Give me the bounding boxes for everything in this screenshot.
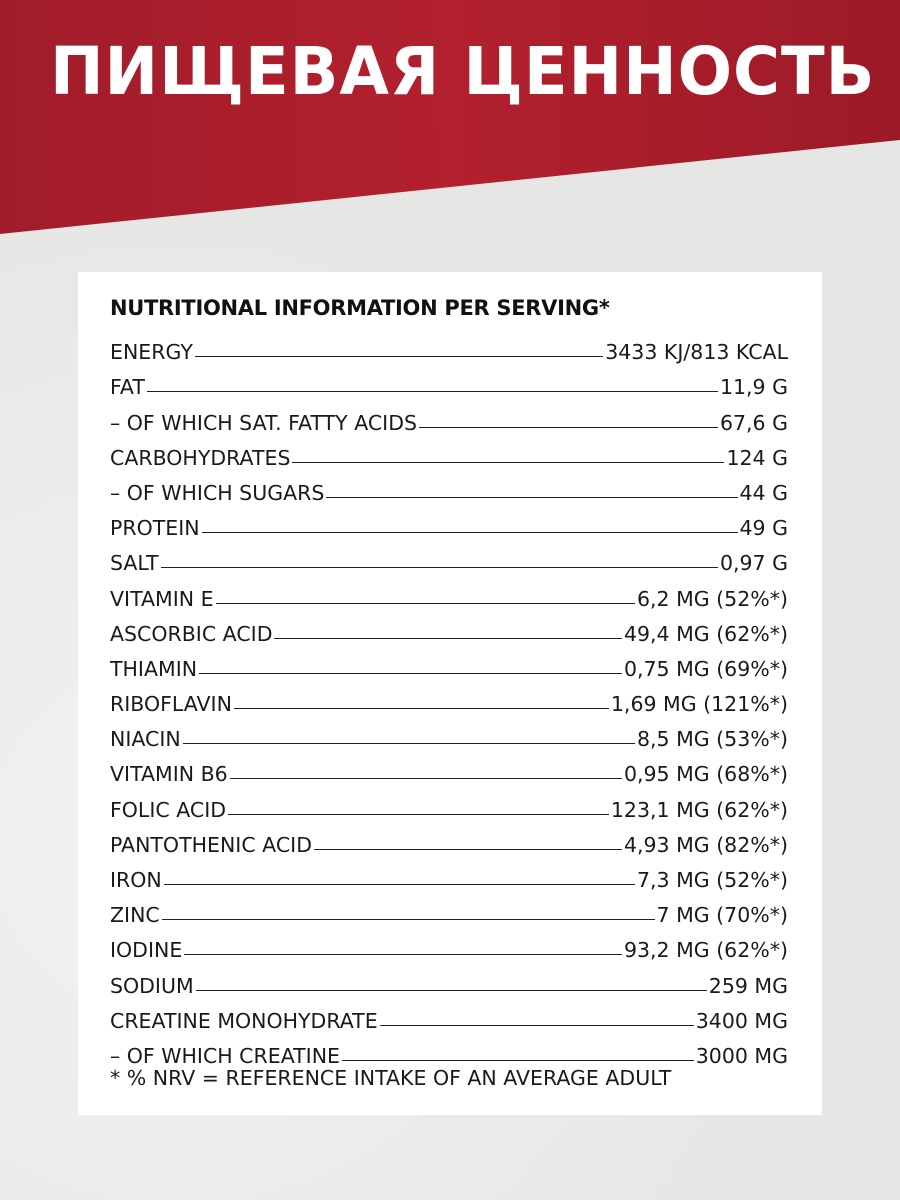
nutrient-label: FAT — [110, 375, 145, 400]
nutrient-value: 4,93 MG (82%*) — [623, 832, 788, 857]
nutrient-value: 93,2 MG (62%*) — [623, 938, 788, 963]
nutrient-value: 0,97 G — [719, 551, 788, 576]
nutrition-rows: ENERGY 3433 KJ/813 KCAL FAT 11,9 G – OF WHIC… — [110, 329, 788, 1068]
nutrient-value: 259 MG — [708, 973, 788, 998]
nutrition-row: SALT 0,97 G — [110, 540, 788, 575]
nutrition-row: RIBOFLAVIN 1,69 MG (121%*) — [110, 681, 788, 716]
nutrient-value: 7,3 MG (52%*) — [636, 868, 788, 892]
leader-line — [163, 884, 635, 885]
nutrition-heading: NUTRITIONAL INFORMATION PER SERVING* — [110, 296, 610, 320]
nutrition-row: ENERGY 3433 KJ/813 KCAL — [110, 329, 788, 364]
nutrition-row: – OF WHICH SAT. FATTY ACIDS 67,6 G — [110, 399, 788, 435]
nutrition-row: – OF WHICH CREATINE 3000 MG — [110, 1033, 788, 1068]
nutrition-row: – OF WHICH SUGARS 44 G — [110, 470, 788, 505]
nutrient-value: 3400 MG — [695, 1008, 788, 1033]
nutrition-row: ASCORBIC ACID 49,4 MG (62%*) — [110, 611, 788, 646]
nutrition-row: VITAMIN E 6,2 MG (52%*) — [110, 575, 788, 611]
nutrient-label: RIBOFLAVIN — [110, 692, 232, 717]
leader-line — [292, 461, 725, 463]
leader-line — [201, 532, 738, 534]
nutrient-value: 8,5 MG (53%*) — [636, 727, 788, 752]
leader-line — [313, 848, 622, 850]
nutrition-row: CREATINE MONOHYDRATE 3400 MG — [110, 998, 788, 1033]
nutrient-label: ENERGY — [110, 340, 193, 365]
nutrient-label: IRON — [110, 868, 162, 892]
leader-line — [195, 989, 707, 991]
nutrient-label: SALT — [110, 551, 159, 576]
nutrient-value: 6,2 MG (52%*) — [636, 586, 788, 611]
leader-line — [228, 813, 609, 815]
nutrition-row: IRON 7,3 MG (52%*) — [110, 857, 788, 892]
nutrition-row: ZINC 7 MG (70%*) — [110, 892, 788, 927]
nutrient-label: THIAMIN — [110, 656, 198, 681]
leader-line — [199, 672, 622, 674]
nutrition-row: VITAMIN B6 0,95 MG (68%*) — [110, 751, 788, 786]
nutrient-value: 3433 KJ/813 KCAL — [605, 340, 788, 365]
nutrient-value: 123,1 MG (62%*) — [610, 797, 788, 822]
nutrient-value: 49 G — [739, 516, 789, 541]
leader-line — [194, 356, 604, 358]
nutrient-label: – OF WHICH SAT. FATTY ACIDS — [110, 410, 418, 435]
nutrition-row: IODINE 93,2 MG (62%*) — [110, 927, 788, 962]
nutrient-label: ASCORBIC ACID — [110, 621, 273, 646]
nutrient-value: 44 G — [739, 480, 789, 505]
page-title: ПИЩЕВАЯ ЦЕННОСТЬ — [50, 33, 876, 110]
leader-line — [160, 567, 718, 569]
nutrient-value: 49,4 MG (62%*) — [623, 621, 788, 646]
nutrient-label: SODIUM — [110, 973, 194, 998]
nutrient-label: – OF WHICH SUGARS — [110, 480, 325, 505]
nutrient-value: 0,75 MG (69%*) — [623, 656, 788, 681]
nutrient-value: 1,69 MG (121%*) — [610, 692, 788, 717]
leader-line — [274, 637, 622, 639]
nutrient-value: 11,9 G — [719, 375, 788, 400]
nutrient-label: CARBOHYDRATES — [110, 445, 291, 470]
nutrient-label: NIACIN — [110, 727, 181, 752]
nutrition-row: FAT 11,9 G — [110, 364, 788, 399]
nutrient-label: ZINC — [110, 903, 160, 928]
nutrient-value: 3000 MG — [695, 1043, 788, 1068]
nutrient-value: 67,6 G — [719, 410, 788, 435]
leader-line — [184, 954, 622, 956]
nutrient-label: CREATINE MONOHYDRATE — [110, 1008, 378, 1033]
nutrient-label: VITAMIN B6 — [110, 762, 228, 787]
nutrient-label: PANTOTHENIC ACID — [110, 832, 312, 857]
nutrition-row: THIAMIN 0,75 MG (69%*) — [110, 646, 788, 681]
nutrient-value: 0,95 MG (68%*) — [623, 762, 788, 787]
nutrient-label: VITAMIN E — [110, 586, 214, 611]
leader-line — [161, 919, 655, 921]
nutrient-label: PROTEIN — [110, 516, 200, 541]
nutrient-label: – OF WHICH CREATINE — [110, 1043, 340, 1068]
nutrient-label: IODINE — [110, 938, 183, 963]
nutrition-row: NIACIN 8,5 MG (53%*) — [110, 716, 788, 751]
nutrition-row: SODIUM 259 MG — [110, 962, 788, 998]
nutrition-row: PANTOTHENIC ACID 4,93 MG (82%*) — [110, 822, 788, 857]
leader-line — [182, 743, 635, 745]
nutrition-row: CARBOHYDRATES 124 G — [110, 435, 788, 470]
leader-line — [146, 391, 718, 393]
leader-line — [341, 1059, 694, 1061]
nutrition-row: PROTEIN 49 G — [110, 505, 788, 540]
leader-line — [326, 496, 738, 498]
nutrition-row: FOLIC ACID 123,1 MG (62%*) — [110, 786, 788, 822]
nutrient-label: FOLIC ACID — [110, 797, 227, 822]
leader-line — [379, 1024, 694, 1026]
leader-line — [215, 602, 635, 604]
nrv-footnote: * % NRV = REFERENCE INTAKE OF AN AVERAGE… — [110, 1066, 672, 1090]
leader-line — [229, 778, 622, 780]
nutrition-card: NUTRITIONAL INFORMATION PER SERVING* ENE… — [78, 272, 822, 1115]
nutrient-value: 7 MG (70%*) — [656, 903, 788, 928]
leader-line — [419, 426, 718, 428]
leader-line — [233, 708, 609, 710]
nutrient-value: 124 G — [726, 445, 788, 470]
